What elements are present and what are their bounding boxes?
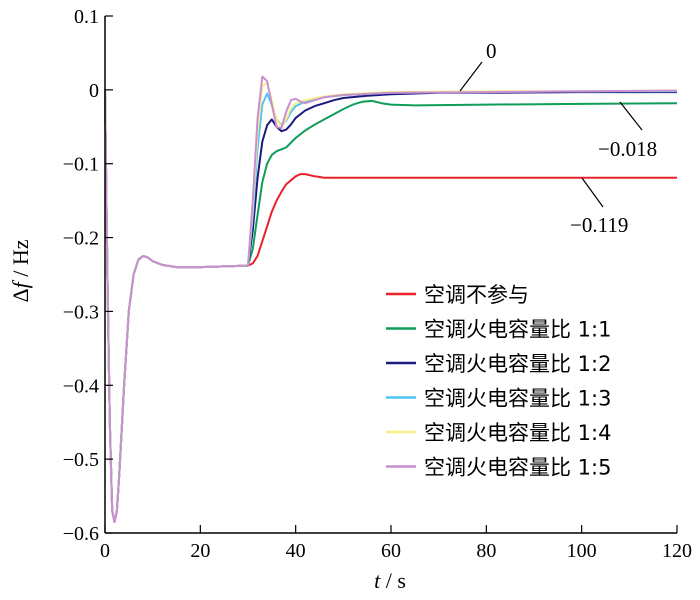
x-tick-label: 40 bbox=[286, 540, 306, 562]
y-axis-label-var: f bbox=[8, 279, 33, 288]
x-tick-label: 60 bbox=[381, 540, 401, 562]
y-tick-label: −0.1 bbox=[63, 154, 99, 176]
legend-entry-label: 空调不参与 bbox=[424, 283, 529, 307]
x-tick-label: 20 bbox=[190, 540, 210, 562]
legend-entry-label: 空调火电容量比 1:5 bbox=[424, 456, 611, 480]
annotation-label: −0.018 bbox=[598, 137, 657, 161]
y-axis-label: Δf / Hz bbox=[8, 239, 33, 302]
annotation-leader bbox=[619, 101, 643, 131]
annotation-leader bbox=[581, 177, 604, 208]
legend-entry-label: 空调火电容量比 1:2 bbox=[424, 352, 611, 376]
legend-entry-label: 空调火电容量比 1:3 bbox=[424, 387, 611, 411]
y-tick-label: −0.2 bbox=[63, 228, 99, 250]
y-tick-label: 0 bbox=[89, 80, 99, 102]
legend-entry-label: 空调火电容量比 1:4 bbox=[424, 421, 611, 445]
x-tick-label: 0 bbox=[100, 540, 110, 562]
x-tick-label: 120 bbox=[662, 540, 692, 562]
annotation-layer: 0 −0.018 −0.119 bbox=[459, 39, 657, 237]
legend-entry-label: 空调火电容量比 1:1 bbox=[424, 318, 611, 342]
axes-layer: 0 20 40 60 80 100 120 0.1 0 −0.1 −0.2 −0.3 −0.4 −0.5 −… bbox=[63, 6, 692, 562]
series-line-6 bbox=[104, 75, 678, 523]
x-axis-label-unit: / s bbox=[380, 568, 406, 593]
y-tick-label: −0.6 bbox=[63, 523, 99, 545]
y-axis-label-delta: Δ bbox=[8, 288, 33, 302]
x-axis-label-var: t bbox=[374, 568, 381, 593]
annotation-label: 0 bbox=[486, 39, 497, 63]
x-axis-label: t / s bbox=[374, 568, 406, 593]
y-axis-label-unit: / Hz bbox=[8, 239, 33, 282]
series-layer bbox=[104, 75, 678, 523]
annotation-leader bbox=[459, 61, 483, 92]
y-tick-label: −0.5 bbox=[63, 449, 99, 471]
y-tick-label: −0.4 bbox=[63, 375, 99, 397]
y-tick-label: −0.3 bbox=[63, 301, 99, 323]
y-tick-label: 0.1 bbox=[74, 6, 99, 28]
x-tick-label: 100 bbox=[567, 540, 597, 562]
annotation-label: −0.119 bbox=[570, 213, 628, 237]
x-tick-label: 80 bbox=[476, 540, 496, 562]
